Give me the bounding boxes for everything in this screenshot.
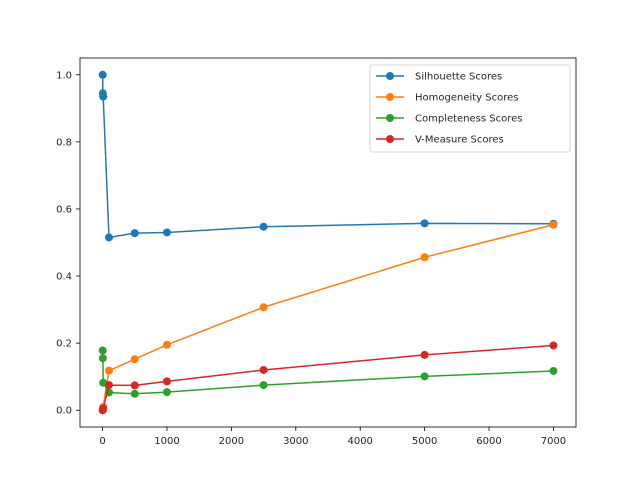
- legend-entry: Homogeneity Scores: [376, 93, 519, 104]
- data-point: [420, 372, 429, 381]
- series-4: [98, 341, 558, 415]
- data-point: [130, 229, 139, 238]
- x-tick-label: 6000: [476, 436, 501, 447]
- data-point: [99, 404, 108, 413]
- data-point: [549, 366, 558, 375]
- x-tick-label: 3000: [283, 436, 308, 447]
- data-point: [549, 220, 558, 229]
- data-point: [162, 340, 171, 349]
- y-tick-label: 1.0: [56, 70, 72, 81]
- legend-box: [369, 64, 571, 153]
- data-point: [98, 354, 107, 363]
- legend-marker: [386, 72, 394, 80]
- legend-entry: V-Measure Scores: [376, 135, 504, 146]
- x-tick-label: 1000: [154, 436, 179, 447]
- x-tick-label: 0: [99, 436, 105, 447]
- y-tick-label: 0.0: [56, 406, 72, 417]
- data-point: [259, 222, 268, 231]
- data-point: [130, 389, 139, 398]
- y-tick-label: 0.8: [56, 137, 72, 148]
- x-tick-label: 2000: [219, 436, 244, 447]
- legend-marker: [386, 114, 394, 122]
- y-tick-label: 0.4: [56, 272, 72, 283]
- x-tick-label: 7000: [541, 436, 566, 447]
- plot-area: [98, 70, 558, 415]
- legend-label: Homogeneity Scores: [415, 93, 519, 104]
- data-point: [130, 355, 139, 364]
- y-tick-label: 0.2: [56, 339, 72, 350]
- legend-entry: Silhouette Scores: [376, 72, 502, 83]
- data-point: [549, 341, 558, 350]
- data-point: [104, 381, 113, 390]
- data-point: [420, 219, 429, 228]
- data-point: [259, 303, 268, 312]
- x-tick-label: 4000: [347, 436, 372, 447]
- data-point: [259, 381, 268, 390]
- legend-label: Silhouette Scores: [415, 72, 502, 83]
- x-tick-label: 5000: [412, 436, 437, 447]
- legend: Silhouette Scores Homogeneity Scores Compl…: [369, 64, 571, 153]
- data-point: [420, 350, 429, 359]
- data-point: [420, 253, 429, 262]
- legend-label: Completeness Scores: [415, 114, 523, 125]
- data-point: [104, 233, 113, 242]
- data-point: [162, 228, 171, 237]
- y-tick-label: 0.6: [56, 204, 72, 215]
- legend-marker: [386, 93, 394, 101]
- data-point: [162, 388, 171, 397]
- data-point: [130, 381, 139, 390]
- legend-entry: Completeness Scores: [376, 114, 523, 125]
- legend-label: V-Measure Scores: [415, 135, 504, 146]
- axes-frame: [79, 57, 577, 428]
- data-point: [259, 365, 268, 374]
- data-point: [98, 70, 107, 79]
- axes: 0 1000 2000 3000 4000 5000 6000 7000 0.0 0.2 0.4 0.…: [56, 57, 577, 447]
- data-point: [99, 92, 108, 101]
- data-point: [98, 346, 107, 355]
- data-point: [162, 377, 171, 386]
- legend-marker: [386, 135, 394, 143]
- data-point: [104, 366, 113, 375]
